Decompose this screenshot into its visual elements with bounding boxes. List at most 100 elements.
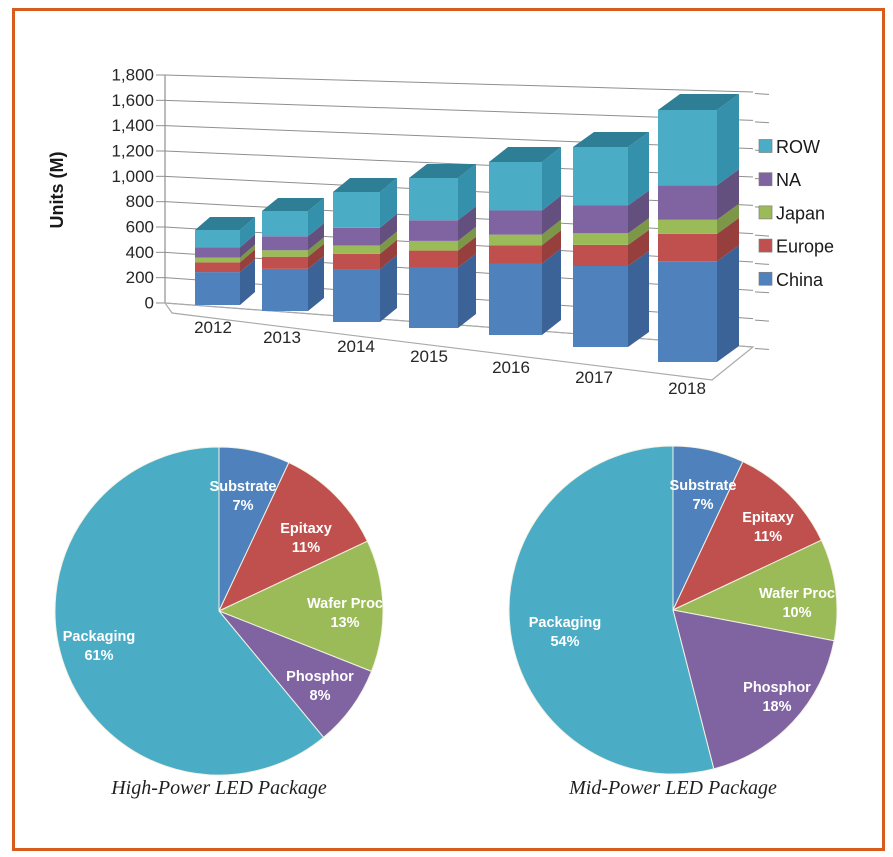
- pie-slice-pct: 18%: [762, 699, 791, 715]
- legend-label: Japan: [776, 203, 825, 223]
- y-tick-label: 1,600: [111, 91, 154, 110]
- bar-segment-japan-2014: [333, 245, 380, 254]
- bar-segment-japan-2018: [658, 219, 717, 234]
- bar-side-row-2012: [240, 217, 255, 248]
- pie-slice-label: Phosphor: [743, 680, 811, 696]
- bar-side-europe-2018: [717, 217, 739, 262]
- bar-side-europe-2012: [240, 249, 255, 273]
- pie-slice-pct: 11%: [754, 529, 782, 545]
- bar-segment-china-2018: [658, 261, 717, 362]
- legend-item-china: China: [758, 270, 824, 290]
- bar-segment-row-2017: [573, 147, 628, 206]
- bar-top-cap-2012: [195, 217, 255, 230]
- pie-slice-pct: 7%: [693, 497, 714, 513]
- pie-slice-label: Phosphor: [286, 669, 354, 685]
- pie-slice-label: Packaging: [529, 615, 602, 631]
- bar-side-europe-2013: [308, 243, 324, 269]
- bar-2015: [409, 164, 476, 328]
- pie-slice-label: Wafer Proc: [307, 596, 383, 612]
- pie-chart-mid-power: Substrate 7% Epitaxy 11% Wafer Proc 10% Phosph…: [508, 445, 838, 775]
- x-category-label: 2016: [492, 358, 530, 377]
- bar-side-row-2014: [380, 178, 397, 228]
- pie-slice-packaging: [508, 445, 715, 775]
- pie-slice-label: Epitaxy: [280, 521, 332, 537]
- bar-side-row-2016: [542, 147, 561, 211]
- right-wall-tick: [754, 263, 770, 265]
- y-tick-label: 200: [126, 268, 154, 287]
- right-wall-tick: [754, 234, 770, 237]
- pie-slice-pct: 7%: [233, 498, 254, 514]
- bar-side-row-2015: [458, 164, 476, 221]
- y-tick-label: 800: [126, 192, 154, 211]
- pie-slice-wafer-proc: [218, 540, 384, 672]
- bar-side-china-2017: [628, 251, 649, 347]
- pie-slice-epitaxy: [672, 461, 822, 611]
- bar-side-china-2015: [458, 253, 476, 328]
- right-wall-tick: [754, 319, 770, 322]
- bar-side-japan-2015: [458, 226, 476, 251]
- bar-segment-japan-2017: [573, 233, 628, 245]
- x-category-label: 2015: [410, 347, 448, 366]
- bar-segment-china-2015: [409, 267, 458, 328]
- bar-top-cap-2013: [262, 198, 324, 211]
- bar-top-cap-2015: [409, 164, 476, 178]
- legend-label: China: [776, 270, 824, 290]
- bar-segment-china-2016: [489, 263, 542, 335]
- grid-line: [164, 74, 754, 93]
- bar-segment-europe-2018: [658, 233, 717, 262]
- bar-side-japan-2012: [240, 244, 255, 263]
- x-category-label: 2012: [194, 318, 232, 337]
- bar-side-japan-2018: [717, 203, 739, 234]
- bar-side-europe-2015: [458, 236, 476, 268]
- pie-slice-phosphor: [672, 609, 835, 770]
- bar-side-japan-2016: [542, 219, 561, 246]
- bar-segment-row-2015: [409, 178, 458, 221]
- bar-segment-europe-2015: [409, 250, 458, 268]
- bar-side-europe-2017: [628, 229, 649, 267]
- bar-side-china-2016: [542, 248, 561, 335]
- pie-slice-pct: 11%: [292, 540, 320, 556]
- legend-swatch-europe: [758, 238, 773, 253]
- x-category-label: 2014: [337, 337, 375, 356]
- bar-side-japan-2017: [628, 218, 649, 245]
- bar-segment-europe-2014: [333, 253, 380, 270]
- bar-segment-europe-2012: [195, 262, 240, 273]
- bar-2012: [195, 217, 255, 305]
- bar-top-cap-2018: [658, 94, 739, 110]
- bar-side-na-2015: [458, 206, 476, 241]
- y-tick-label: 400: [126, 243, 154, 262]
- bar-2016: [489, 147, 561, 335]
- bar-side-na-2012: [240, 234, 255, 258]
- bar-side-japan-2013: [308, 237, 324, 257]
- legend-item-row: ROW: [758, 137, 820, 157]
- pie-slice-pct: 10%: [782, 605, 811, 621]
- bar-segment-row-2016: [489, 162, 542, 211]
- bar-side-row-2017: [628, 132, 649, 206]
- bar-side-china-2013: [308, 255, 324, 311]
- bar-segment-na-2013: [262, 236, 308, 251]
- bar-side-row-2018: [717, 94, 739, 186]
- y-tick-label: 1,000: [111, 167, 154, 186]
- legend-swatch-na: [758, 172, 773, 187]
- bar-2018: [658, 94, 739, 362]
- bar-segment-na-2015: [409, 220, 458, 241]
- bar-side-na-2014: [380, 213, 397, 246]
- pie-slice-label: Substrate: [210, 479, 277, 495]
- bar-segment-china-2017: [573, 266, 628, 347]
- bar-side-china-2014: [380, 255, 397, 322]
- pie-slice-pct: 8%: [310, 688, 331, 704]
- y-tick-label: 1,200: [111, 142, 154, 161]
- pie-slice-pct: 13%: [330, 615, 359, 631]
- bar-top-cap-2016: [489, 147, 561, 162]
- legend-swatch-japan: [758, 205, 773, 220]
- bar-segment-japan-2012: [195, 257, 240, 263]
- bar-segment-row-2014: [333, 192, 380, 228]
- pie-slice-label: Wafer Proc: [759, 586, 835, 602]
- bar-side-na-2013: [308, 223, 324, 251]
- pie-slice-label: Substrate: [670, 478, 737, 494]
- bar-segment-japan-2015: [409, 240, 458, 251]
- bar-segment-row-2013: [262, 211, 308, 237]
- right-wall-tick: [754, 291, 770, 294]
